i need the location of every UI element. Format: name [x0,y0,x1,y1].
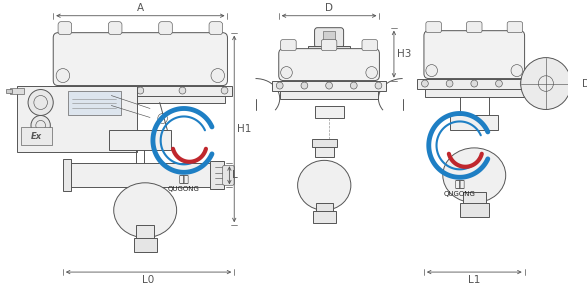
Text: Ex: Ex [31,132,42,141]
Circle shape [446,80,453,87]
Bar [63,159,70,191]
FancyBboxPatch shape [279,49,379,81]
Circle shape [211,69,225,82]
Bar [313,211,336,223]
FancyBboxPatch shape [507,22,522,33]
FancyBboxPatch shape [424,31,525,79]
Text: 渠工: 渠工 [454,181,465,190]
Circle shape [326,82,332,89]
FancyBboxPatch shape [362,40,377,51]
Circle shape [221,87,228,94]
Bar [68,163,213,187]
Text: D: D [325,3,333,13]
Bar [210,161,224,189]
Circle shape [53,87,59,94]
Text: L: L [232,170,238,180]
Bar [134,238,157,252]
Bar [450,116,498,130]
Bar [68,91,121,116]
Bar [417,79,531,88]
Circle shape [511,64,522,76]
Circle shape [495,80,502,87]
Circle shape [421,80,429,87]
Text: QUGONG: QUGONG [444,191,475,197]
FancyBboxPatch shape [209,22,222,35]
Bar [308,46,350,52]
Text: D: D [582,79,587,88]
Text: L0: L0 [143,275,155,285]
Bar [312,140,337,147]
FancyBboxPatch shape [281,40,296,51]
Bar [109,130,171,150]
Circle shape [281,67,292,79]
Bar [6,88,12,92]
Circle shape [95,87,102,94]
Circle shape [56,69,70,82]
Text: 渠工: 渠工 [178,176,189,184]
FancyBboxPatch shape [158,22,172,35]
Bar [315,142,334,158]
Bar [9,88,24,94]
Text: H3: H3 [397,49,411,59]
FancyBboxPatch shape [321,40,337,51]
Bar [272,81,386,91]
Circle shape [471,80,478,87]
Circle shape [520,80,527,87]
Text: H1: H1 [237,124,251,134]
Circle shape [179,87,186,94]
FancyBboxPatch shape [109,22,122,35]
Circle shape [137,87,144,94]
Ellipse shape [298,160,351,210]
Bar [316,203,333,213]
Bar [315,106,343,119]
Circle shape [276,82,283,89]
Ellipse shape [114,183,177,238]
Text: A: A [137,3,144,13]
Bar [280,91,379,98]
Text: QUGONG: QUGONG [168,186,200,192]
Circle shape [366,67,377,79]
FancyBboxPatch shape [426,22,441,33]
Circle shape [301,82,308,89]
Bar [425,88,524,97]
Bar [21,128,52,146]
FancyBboxPatch shape [58,22,72,35]
Circle shape [375,82,382,89]
Circle shape [350,82,357,89]
Bar [463,192,486,205]
Bar [56,95,225,103]
Bar [136,225,154,240]
FancyBboxPatch shape [53,33,227,86]
Bar [460,203,489,217]
FancyBboxPatch shape [222,165,234,185]
Bar [48,85,232,95]
Circle shape [31,116,50,135]
Bar [323,31,335,45]
FancyBboxPatch shape [315,28,343,48]
Ellipse shape [443,148,506,203]
Bar [18,85,137,152]
Circle shape [28,89,53,116]
Circle shape [426,64,437,76]
Text: L1: L1 [468,275,480,285]
FancyBboxPatch shape [467,22,482,33]
Circle shape [521,58,571,110]
